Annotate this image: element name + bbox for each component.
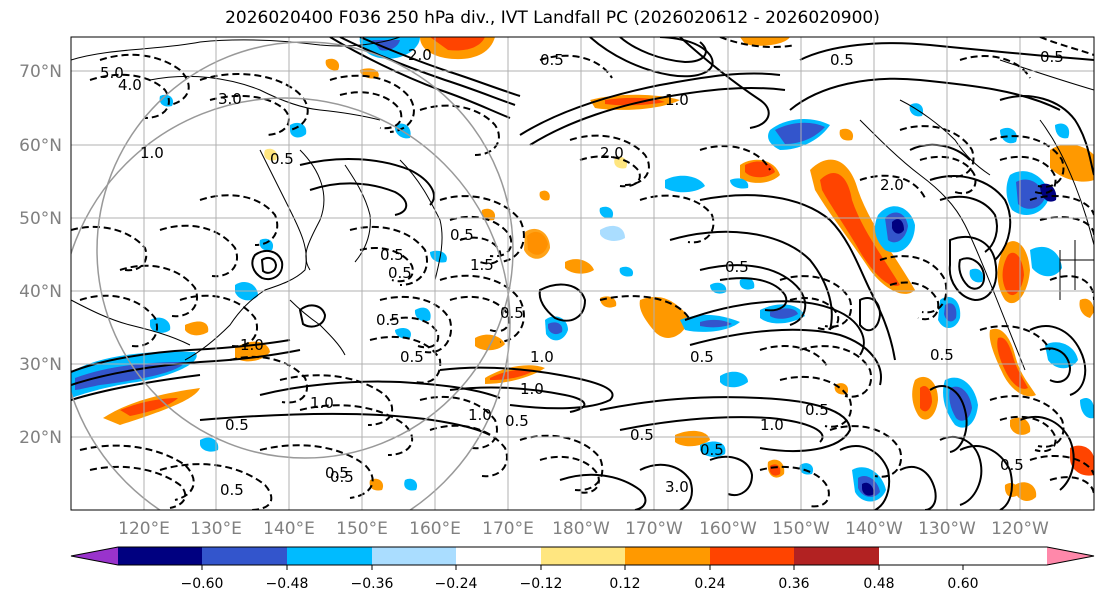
colorbar-tick-label: 0.12 [609,576,640,592]
colorbar-tick-label: −0.60 [181,576,224,592]
contour-label: 0.5 [270,150,294,168]
colorbar-tick-label: 0.36 [778,576,809,592]
contour-label: 1.0 [310,394,334,412]
contour-label: 0.5 [1000,456,1024,474]
contour-label: 1.0 [240,336,264,354]
contour-label: 3.0 [665,478,689,496]
contour-labels: 5.0 4.0 3.0 2.0 1.0 0.5 0.5 0.5 1.5 0.5 … [100,46,1064,499]
contour-label: 1.0 [140,144,164,162]
colorbar-segment [541,547,625,565]
colorbar-tick-label: −0.24 [435,576,478,592]
contour-label: 0.5 [500,304,524,322]
colorbar-extend-high [1047,547,1094,565]
lon-label: 170°E [482,519,534,539]
colorbar-tick-label: −0.48 [266,576,309,592]
contour-label: 0.5 [725,258,749,276]
lon-label: 120°E [118,519,170,539]
colorbar: −0.60 −0.48 −0.36 −0.24 −0.12 0.12 0.24 … [70,546,1095,592]
contour-label: 1.0 [665,91,689,109]
contour-label: 0.5 [376,311,400,329]
lat-label: 70°N [19,62,62,82]
contour-label: 1.0 [530,348,554,366]
colorbar-segment [710,547,794,565]
contour-label: 0.5 [805,401,829,419]
colorbar-segment [794,547,879,565]
lon-label: 170°W [625,519,683,539]
contour-label: 0.5 [325,464,349,482]
contour-label: 2.0 [880,176,904,194]
colorbar-tick-label: 0.48 [863,576,894,592]
lat-label: 60°N [19,136,62,156]
contour-label: 1.0 [520,380,544,398]
colorbar-extend-low [71,547,118,565]
contour-label: 0.5 [400,348,424,366]
lat-label: 50°N [19,209,62,229]
reference-circles [71,41,514,510]
lon-label: 160°W [699,519,757,539]
colorbar-segment [456,547,541,565]
contour-label: 0.5 [505,412,529,430]
contour-label: 1.5 [470,256,494,274]
contour-label: 0.5 [388,264,412,282]
contour-label: 0.5 [700,441,724,459]
map-title: 2026020400 F036 250 hPa div., IVT Landfa… [225,8,880,28]
contour-label: 0.5 [225,416,249,434]
contour-label: 2.0 [600,144,624,162]
coastlines [71,37,1094,371]
contour-label: 1.0 [468,406,492,424]
contour-label: 5.0 [100,64,124,82]
lon-label: 150°W [772,519,830,539]
lat-label: 20°N [19,428,62,448]
contour-label: 0.5 [630,426,654,444]
contour-label: 0.5 [220,481,244,499]
colorbar-segment [118,547,202,565]
contour-label: 0.5 [690,348,714,366]
colorbar-tick-label: 0.24 [694,576,725,592]
longitude-labels: 120°E 130°E 140°E 150°E 160°E 170°E 180°… [118,519,1049,539]
contour-label: 4.0 [118,76,142,94]
colorbar-segment [287,547,372,565]
latitude-labels: 70°N 60°N 50°N 40°N 30°N 20°N [19,62,62,448]
colorbar-segment [372,547,456,565]
contour-label: 0.5 [930,346,954,364]
lon-label: 130°W [918,519,976,539]
colorbar-tick-label: −0.12 [520,576,563,592]
dashed-contours [71,37,1094,510]
contour-label: 0.5 [380,246,404,264]
lon-label: 120°W [991,519,1049,539]
colorbar-tick-label: 0.60 [947,576,978,592]
map-frame [70,36,1095,511]
contour-label: 0.5 [450,226,474,244]
lon-label: 160°E [409,519,461,539]
lon-label: 180°W [552,519,610,539]
lat-label: 40°N [19,282,62,302]
lat-label: 30°N [19,355,62,375]
colorbar-tick-label: −0.36 [351,576,394,592]
colorbar-outline [70,546,1095,566]
contour-label: 0.5 [540,51,564,69]
lon-label: 150°E [336,519,388,539]
colorbar-segment [625,547,710,565]
lon-label: 140°W [845,519,903,539]
lon-label: 130°E [190,519,242,539]
contour-label: 0.5 [1040,48,1064,66]
contour-label: 0.5 [330,468,354,486]
contour-label: 0.5 [830,51,854,69]
map-panel: 5.0 4.0 3.0 2.0 1.0 0.5 0.5 0.5 1.5 0.5 … [71,37,1094,510]
colorbar-segment [202,547,287,565]
contour-label: 3.0 [218,90,242,108]
graticule [71,37,1094,510]
contour-label: 1.0 [760,416,784,434]
lon-label: 140°E [263,519,315,539]
contour-label: 2.0 [408,46,432,64]
